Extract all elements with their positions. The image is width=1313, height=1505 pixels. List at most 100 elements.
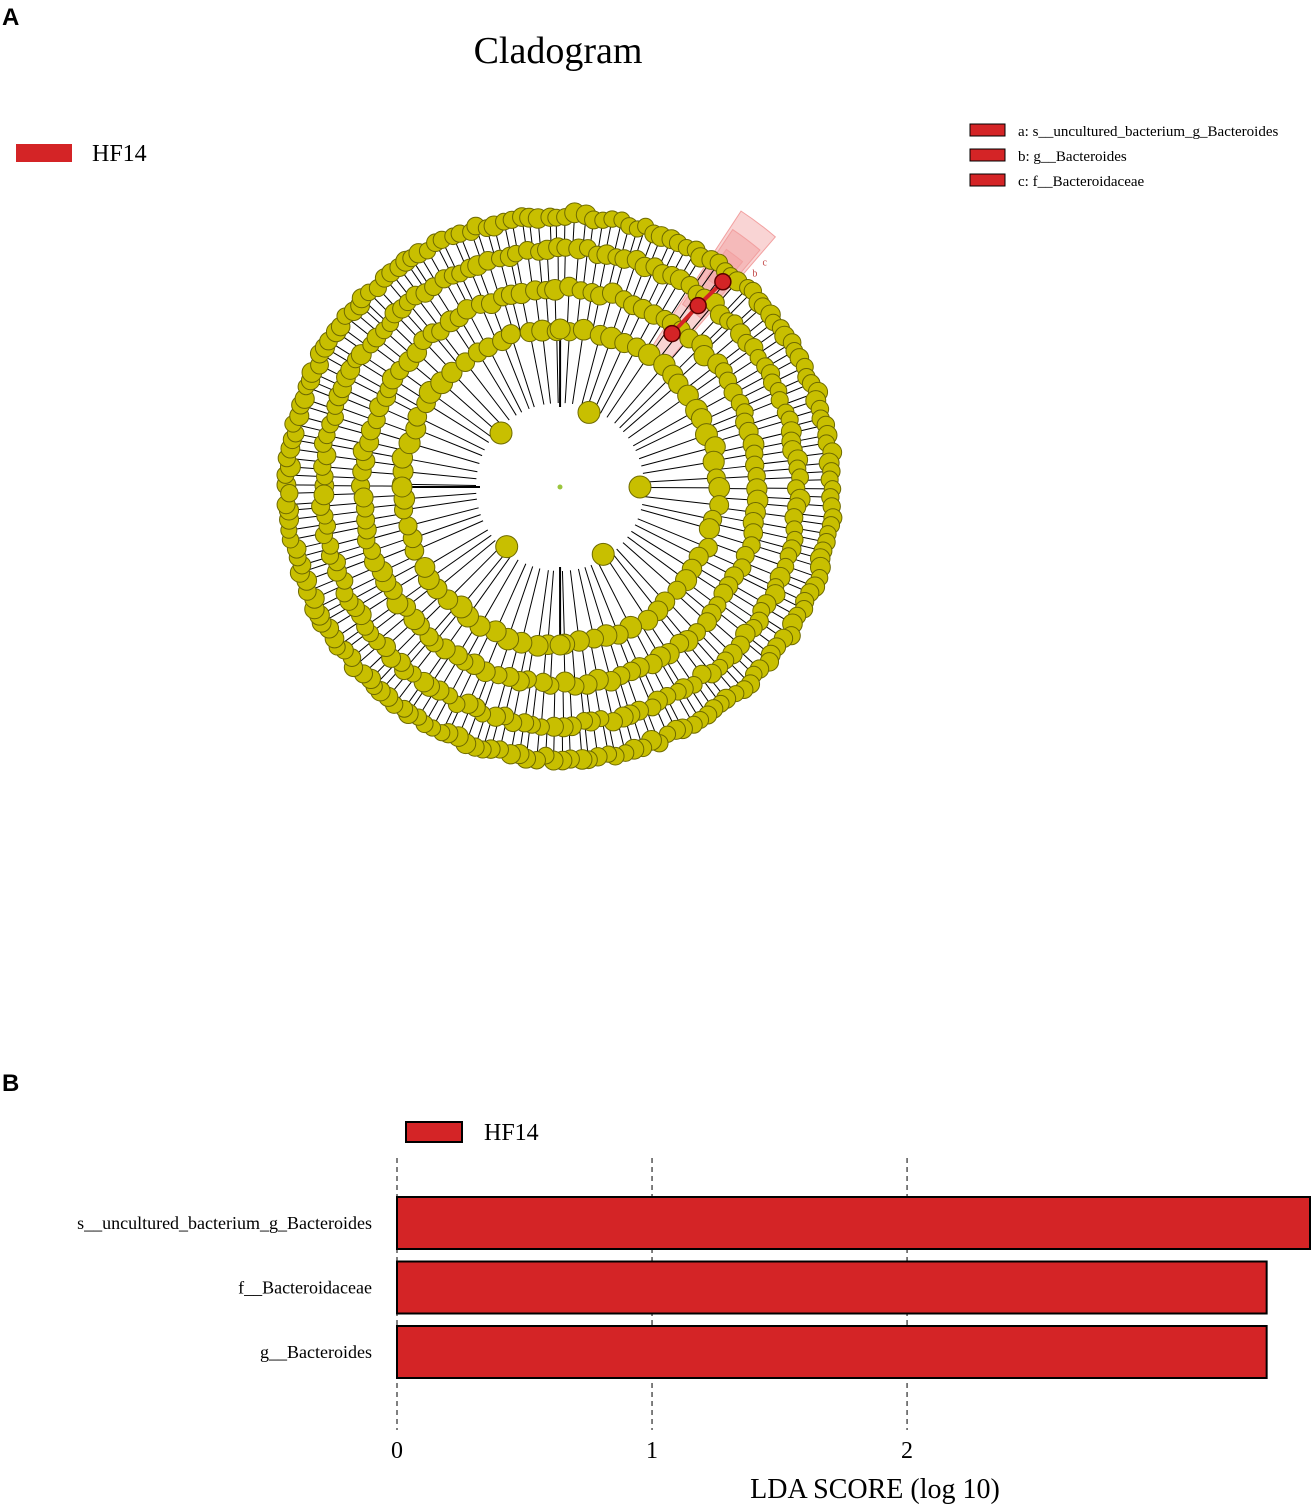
clade-edge — [403, 498, 477, 511]
clade-edge — [581, 335, 601, 406]
clade-edge — [425, 402, 490, 443]
lda-legend-label: HF14 — [484, 1120, 539, 1146]
clade-edge — [586, 337, 612, 408]
enriched-node-c — [663, 324, 681, 343]
clade-edge — [632, 409, 697, 447]
clade-edge — [412, 514, 481, 539]
taxa-legend-swatch-b — [969, 148, 1006, 162]
lda-category-label: g__Bacteroides — [260, 1342, 372, 1362]
lda-legend-swatch — [405, 1121, 463, 1143]
clade-edge — [619, 374, 674, 429]
clade-edge — [642, 503, 713, 520]
clade-edge — [464, 361, 510, 421]
clade-edge — [428, 534, 492, 580]
panel-b-label: B — [2, 1070, 20, 1097]
taxon-node — [591, 542, 615, 566]
clade-edge — [510, 334, 535, 408]
clade-edge — [487, 347, 523, 413]
lda-x-tick-label: 2 — [901, 1438, 913, 1464]
clade-edge — [635, 418, 702, 452]
clade-edge — [521, 568, 541, 643]
taxon-node — [549, 634, 571, 656]
clade-edge — [507, 566, 534, 640]
taxon-node — [398, 516, 418, 536]
clade-edge — [631, 530, 693, 570]
clade-edge — [605, 556, 649, 621]
taxa-legend-item-a: a: s__uncultured_bacterium_g_Bacteroides — [1018, 124, 1278, 140]
clade-edge — [611, 552, 659, 612]
clade-edge — [401, 483, 477, 487]
clade-edge — [529, 331, 545, 405]
taxa-legend-item-b: b: g__Bacteroides — [1018, 149, 1127, 165]
clade-edge — [479, 559, 519, 627]
clade-edge — [569, 570, 580, 642]
clade-edge — [556, 331, 559, 404]
clade-edge — [641, 446, 716, 467]
clade-edge — [409, 442, 480, 464]
clade-edge — [441, 382, 498, 432]
clade-edge — [415, 428, 483, 457]
enriched-node-a — [714, 273, 732, 291]
lda-bars: s__uncultured_bacterium_g_Bacteroides f__… — [77, 1196, 1311, 1379]
taxon-node — [628, 475, 652, 499]
taxon-node — [495, 535, 519, 559]
clade-edge — [606, 354, 650, 418]
clade-edge — [495, 563, 527, 632]
clade-edge — [616, 548, 666, 603]
taxon-node — [500, 324, 521, 345]
clade-edge — [572, 329, 585, 405]
clade-edge — [467, 555, 512, 617]
group-legend-swatch — [16, 144, 72, 162]
taxon-node — [577, 400, 601, 424]
lda-bar — [396, 1325, 1268, 1379]
cladogram-nodes — [276, 202, 843, 771]
clade-edge — [460, 551, 507, 608]
lda-x-ticks: 0 1 2 — [391, 1438, 913, 1464]
lda-category-label: f__Bacteroidaceae — [238, 1278, 372, 1298]
clade-wedge-letter: c — [762, 258, 767, 269]
clade-edge — [429, 391, 493, 438]
enriched-clade-nodes — [663, 273, 732, 343]
clade-edge — [640, 509, 710, 530]
clade-edge — [402, 457, 478, 473]
lda-x-tick-label: 0 — [391, 1438, 403, 1464]
clade-edge — [561, 570, 566, 645]
taxon-node — [313, 484, 335, 506]
taxon-node — [549, 318, 571, 340]
clade-edge — [627, 536, 687, 581]
clade-edge — [417, 416, 485, 451]
clade-edge — [622, 383, 679, 433]
clade-edge — [634, 524, 699, 558]
taxa-legend-swatch-c — [969, 173, 1006, 187]
lda-bar — [396, 1196, 1311, 1250]
lda-x-tick-label: 1 — [646, 1438, 658, 1464]
clade-edge — [451, 372, 503, 427]
clade-edge — [577, 568, 595, 639]
taxa-legend-item-c: c: f__Bacteroidaceae — [1018, 174, 1145, 190]
clade-edge — [404, 492, 477, 500]
taxon-node — [708, 476, 731, 499]
clade-edge — [642, 461, 714, 474]
clade-edge — [590, 564, 620, 635]
clade-edge — [414, 520, 484, 552]
panel-a-label: A — [2, 4, 20, 31]
clade-edge — [501, 340, 530, 410]
cladogram-title: Cladogram — [474, 30, 643, 72]
clade-edge — [424, 529, 489, 568]
clade-edge — [597, 561, 632, 628]
taxon-node — [533, 672, 553, 692]
lda-bar — [396, 1260, 1268, 1315]
taxon-node — [391, 476, 413, 498]
cladogram-panel: Cladogram HF14 a: s__uncultured_bacteriu… — [16, 30, 1278, 771]
clade-edge — [547, 570, 555, 645]
lda-x-axis-label: LDA SCORE (log 10) — [750, 1474, 1000, 1505]
clade-edge — [622, 542, 678, 591]
taxa-legend-swatch-a — [969, 123, 1006, 137]
taxa-legend: a: s__uncultured_bacterium_g_Bacteroides… — [969, 123, 1278, 190]
cladogram-root-node — [557, 484, 563, 490]
lda-bar-chart: HF14 s__uncultured_bacterium_g_Bacteroid… — [77, 1120, 1311, 1505]
clade-edge — [541, 330, 552, 404]
taxon-node — [489, 421, 513, 445]
taxon-node — [667, 580, 687, 600]
clade-edge — [593, 342, 625, 411]
